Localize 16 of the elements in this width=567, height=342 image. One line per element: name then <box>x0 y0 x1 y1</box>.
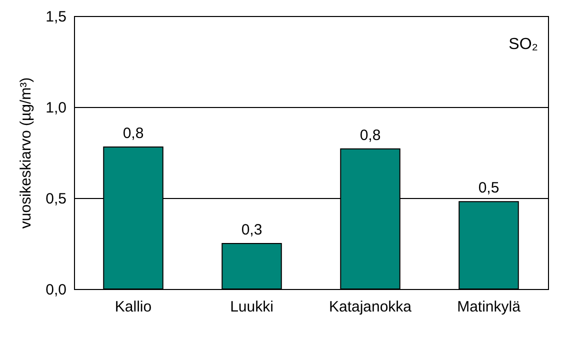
x-tick-label: Matinkylä <box>457 298 522 316</box>
y-tick-label: 0,0 <box>46 282 66 298</box>
data-label: 0,3 <box>241 222 262 238</box>
y-tick-label: 0,5 <box>46 190 66 208</box>
data-label: 0,8 <box>360 126 381 144</box>
y-axis-title: vuosikeskiarvo (µg/m³) <box>18 77 35 229</box>
data-label: 0,5 <box>478 180 500 197</box>
x-tick-label: Luukki <box>230 298 274 316</box>
annotation: SO₂ <box>508 36 538 53</box>
y-tick-label: 1,5 <box>46 8 66 26</box>
x-tick-label: Katajanokka <box>328 298 412 316</box>
bar <box>222 243 282 290</box>
bar <box>458 201 519 290</box>
data-label: 0,8 <box>122 125 144 142</box>
x-tick-label: Kallio <box>114 298 152 316</box>
y-tick-label: 1,0 <box>46 100 66 116</box>
